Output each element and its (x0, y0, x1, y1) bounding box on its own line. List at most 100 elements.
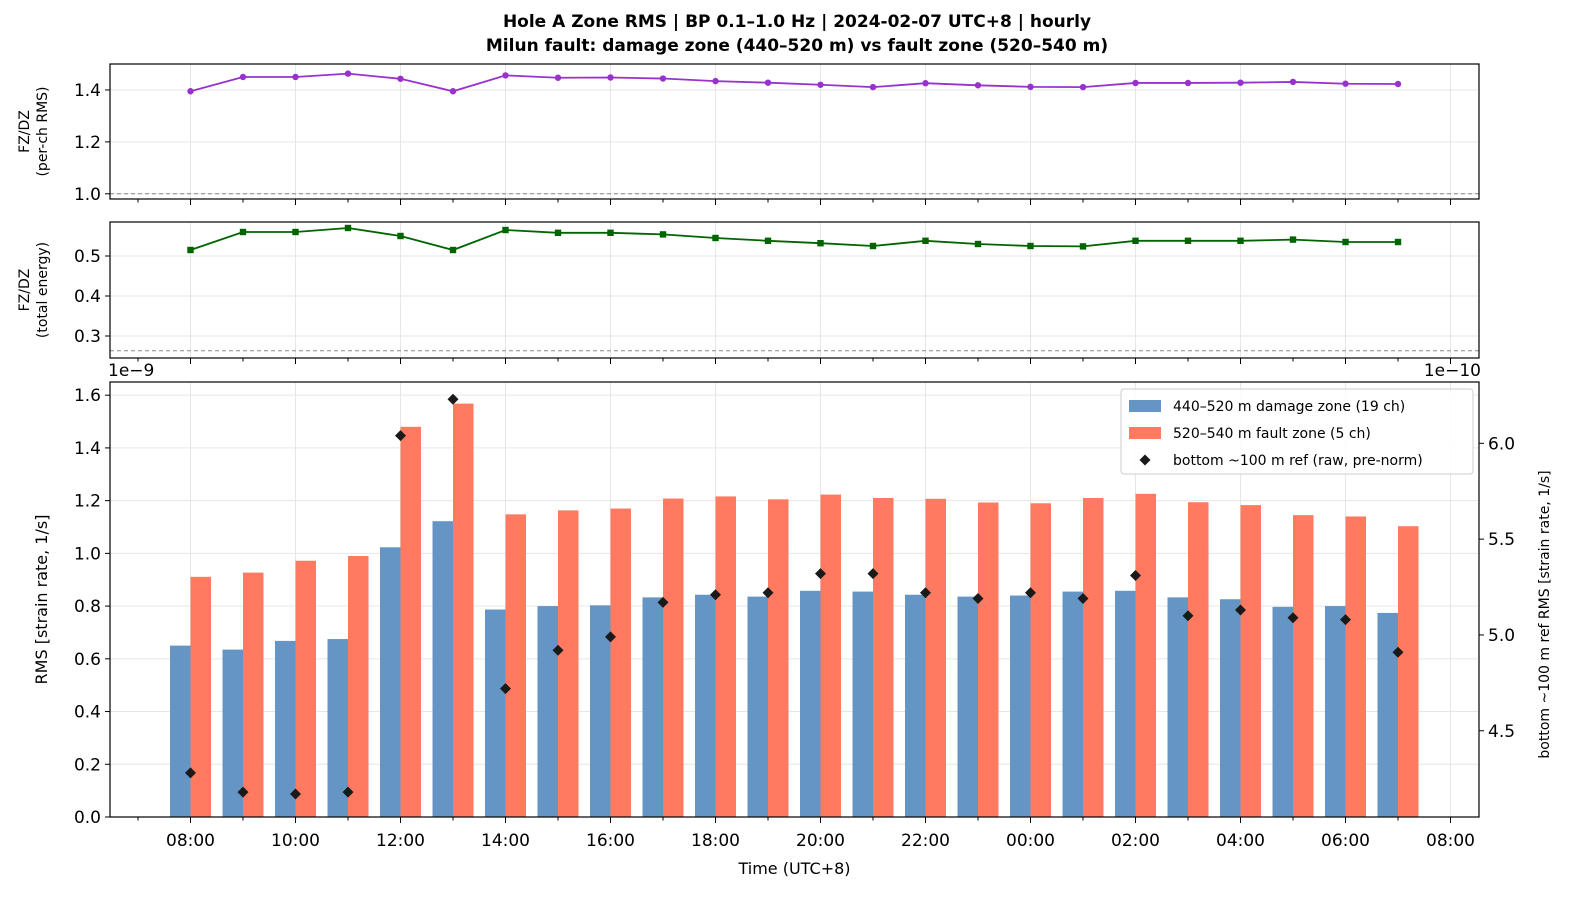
ratio-energy-panel: 0.3 0.4 0.5 FZ/DZ (total energy) (17, 221, 1480, 364)
fault-zone-bar (768, 499, 789, 817)
rms-ytick-label: 1.6 (74, 386, 101, 406)
legend-label: bottom ~100 m ref (raw, pre-norm) (1173, 453, 1423, 469)
damage-zone-bar (1272, 606, 1293, 817)
ratio-rms-ytick-label: 1.4 (74, 81, 101, 101)
x-tick-label: 18:00 (691, 831, 740, 851)
fault-zone-bar (558, 510, 579, 817)
ratio-rms-point (187, 88, 194, 95)
ratio-energy-point (554, 229, 562, 236)
rms-ytick-label: 0.4 (74, 703, 101, 723)
ratio-energy-frame (109, 221, 1480, 359)
fault-zone-bar (715, 496, 736, 817)
ratio-rms-point (1394, 80, 1402, 88)
damage-zone-bar (432, 521, 453, 817)
ratio-energy-ytick-label: 0.4 (74, 287, 101, 307)
x-tick-label: 08:00 (166, 831, 215, 851)
rms-bar-panel: 0.0 0.2 0.4 0.6 0.8 1.0 1.2 1.4 1.6 08:00 10:00 12:… (32, 361, 1553, 878)
ref-marker (1130, 570, 1141, 582)
ref-marker (867, 568, 879, 580)
damage-zone-bar (275, 640, 296, 817)
rms-ytick-label: 1.2 (74, 492, 101, 512)
rms-ytick-label: 0.6 (74, 650, 101, 670)
ratio-energy-point (607, 229, 614, 236)
ratio-energy-point (187, 246, 194, 254)
ref-marker (1287, 612, 1299, 624)
damage-zone-bar (380, 547, 401, 817)
ratio-rms-point (764, 79, 772, 86)
fault-zone-bar (1188, 502, 1209, 817)
ratio-energy-point (712, 234, 719, 242)
rms-ytick-right-label: 5.5 (1488, 530, 1515, 550)
ratio-rms-point (712, 77, 719, 85)
ratio-energy-point (1237, 237, 1244, 244)
ratio-rms-point (292, 73, 299, 81)
ratio-rms-point (449, 88, 457, 95)
chart-subtitle: Milun fault: damage zone (440–520 m) vs … (485, 36, 1109, 56)
fault-zone-bar (820, 494, 841, 817)
damage-zone-bar (747, 596, 768, 817)
x-tick-label: 14:00 (481, 831, 530, 851)
ref-marker (1182, 610, 1194, 622)
ratio-energy-point (817, 240, 824, 247)
ratio-energy-point (502, 226, 509, 234)
x-tick-label: 02:00 (1111, 831, 1160, 851)
damage-zone-bar (642, 597, 663, 817)
ref-marker (1392, 646, 1404, 658)
ratio-rms-ylabel: FZ/DZ (17, 110, 33, 153)
rms-ytick-label: 0.2 (74, 755, 101, 775)
fault-zone-bar (925, 498, 946, 817)
damage-zone-bar (852, 591, 873, 817)
rms-ytick-right-label: 6.0 (1488, 434, 1515, 454)
ref-marker (500, 683, 511, 695)
x-tick-label: 00:00 (1006, 831, 1055, 851)
ratio-rms-ytick-label: 1.2 (74, 133, 101, 153)
ratio-rms-point (1237, 79, 1244, 86)
ratio-rms-point (344, 70, 352, 77)
ref-marker (185, 767, 196, 779)
ratio-rms-ytick-label: 1.0 (74, 185, 101, 205)
ratio-rms-point (607, 74, 614, 81)
ratio-energy-series-line (190, 227, 1398, 251)
ref-marker (710, 589, 721, 601)
ratio-rms-point (1342, 80, 1349, 87)
damage-zone-bar (957, 596, 978, 817)
ratio-rms-point (1184, 79, 1192, 87)
ratio-rms-point (974, 82, 982, 89)
ratio-rms-point (817, 81, 824, 88)
ratio-rms-frame (109, 63, 1480, 200)
ratio-energy-point (659, 231, 667, 238)
ref-marker (605, 631, 616, 643)
chart-title: Hole A Zone RMS | BP 0.1–1.0 Hz | 2024-0… (502, 12, 1092, 32)
legend-label: 520–540 m fault zone (5 ch) (1173, 426, 1371, 442)
legend-box (1120, 388, 1474, 475)
ratio-energy-point (922, 237, 929, 244)
ref-marker (1077, 593, 1089, 605)
ratio-rms-point (1132, 79, 1139, 87)
x-tick-label: 08:00 (1426, 831, 1475, 851)
ratio-rms-series-line (190, 72, 1399, 93)
fault-zone-bar (1030, 503, 1051, 817)
ratio-rms-point (922, 80, 929, 87)
fault-zone-bar (505, 514, 526, 817)
y-axis-label-right: bottom ~100 m ref RMS [strain rate, 1/s] (1537, 470, 1553, 758)
damage-zone-bar (695, 594, 716, 817)
ratio-energy-point (764, 237, 772, 244)
ref-marker (290, 788, 301, 800)
fault-zone-bar (190, 576, 211, 817)
ratio-rms-ylabel-2: (per-ch RMS) (35, 86, 51, 176)
ref-marker (815, 568, 826, 580)
damage-zone-bar (170, 645, 191, 817)
fault-zone-bar (663, 498, 684, 817)
ratio-rms-point (1027, 83, 1034, 91)
ratio-energy-ylabel: FZ/DZ (17, 269, 33, 312)
ratio-rms-point (1289, 78, 1297, 86)
fault-zone-bar (978, 502, 999, 817)
ratio-energy-ytick-label: 0.3 (74, 327, 101, 347)
damage-zone-bar (537, 606, 558, 817)
rms-ytick-label: 1.0 (74, 544, 101, 564)
x-tick-label: 04:00 (1216, 831, 1265, 851)
ratio-energy-point (292, 228, 299, 236)
ref-marker (552, 644, 564, 656)
fault-zone-bar (1293, 515, 1314, 817)
ratio-energy-point (869, 242, 877, 250)
